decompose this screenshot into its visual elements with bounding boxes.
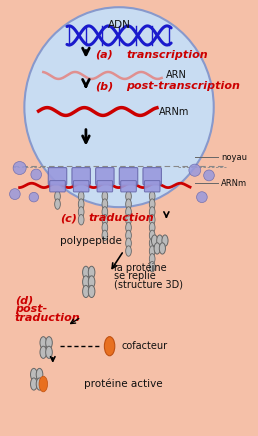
Circle shape (46, 337, 52, 349)
Ellipse shape (204, 170, 214, 181)
FancyBboxPatch shape (48, 167, 67, 185)
Text: (structure 3D): (structure 3D) (114, 279, 183, 290)
Circle shape (126, 191, 131, 201)
Text: (a): (a) (95, 50, 113, 60)
FancyBboxPatch shape (96, 167, 114, 185)
Circle shape (83, 266, 89, 279)
Circle shape (102, 230, 108, 241)
Circle shape (30, 378, 37, 390)
Text: transcription: transcription (126, 50, 208, 60)
Circle shape (149, 254, 155, 264)
Circle shape (102, 191, 108, 201)
Circle shape (39, 376, 47, 392)
Ellipse shape (10, 189, 20, 200)
Text: post-transcription: post-transcription (126, 81, 240, 91)
Circle shape (126, 207, 131, 217)
Text: traduction: traduction (15, 313, 80, 323)
FancyBboxPatch shape (72, 167, 90, 185)
FancyBboxPatch shape (121, 181, 136, 192)
Text: (b): (b) (95, 81, 114, 91)
Text: (c): (c) (60, 213, 77, 223)
Circle shape (149, 262, 155, 272)
Circle shape (78, 199, 84, 209)
Circle shape (46, 346, 52, 358)
Text: ARN: ARN (166, 71, 187, 81)
Ellipse shape (13, 161, 26, 174)
Circle shape (126, 199, 131, 209)
Circle shape (102, 222, 108, 233)
Circle shape (55, 191, 60, 201)
FancyBboxPatch shape (73, 181, 89, 192)
FancyBboxPatch shape (97, 181, 113, 192)
Circle shape (104, 337, 115, 356)
Circle shape (149, 191, 155, 201)
Circle shape (126, 230, 131, 241)
Circle shape (102, 199, 108, 209)
Circle shape (149, 199, 155, 209)
Ellipse shape (29, 192, 38, 202)
Circle shape (149, 238, 155, 249)
FancyBboxPatch shape (50, 181, 65, 192)
Ellipse shape (31, 169, 42, 180)
Text: se replie: se replie (114, 271, 156, 281)
Circle shape (154, 243, 160, 254)
Circle shape (55, 199, 60, 209)
Text: la protéine: la protéine (114, 263, 167, 273)
Text: (d): (d) (15, 296, 33, 306)
Text: protéine active: protéine active (84, 379, 162, 389)
Circle shape (83, 286, 89, 297)
Ellipse shape (197, 192, 207, 203)
Circle shape (126, 215, 131, 225)
FancyBboxPatch shape (144, 181, 160, 192)
Text: traduction: traduction (88, 213, 154, 223)
Text: ADN: ADN (108, 20, 131, 30)
Text: polypeptide: polypeptide (60, 235, 122, 245)
Circle shape (40, 337, 47, 349)
Circle shape (88, 286, 95, 297)
Ellipse shape (24, 7, 214, 207)
FancyBboxPatch shape (119, 167, 138, 185)
Circle shape (88, 276, 95, 288)
Circle shape (78, 207, 84, 217)
Text: post-: post- (15, 304, 47, 314)
Circle shape (40, 346, 47, 358)
Circle shape (126, 246, 131, 256)
Circle shape (36, 368, 43, 381)
Text: ARNm: ARNm (221, 179, 247, 188)
Circle shape (126, 238, 131, 249)
Circle shape (162, 235, 168, 246)
Circle shape (88, 266, 95, 279)
Circle shape (102, 215, 108, 225)
Circle shape (149, 230, 155, 241)
Circle shape (36, 378, 43, 390)
Circle shape (78, 191, 84, 201)
Circle shape (83, 276, 89, 288)
Circle shape (102, 207, 108, 217)
Circle shape (78, 215, 84, 225)
Circle shape (149, 222, 155, 233)
Circle shape (149, 246, 155, 256)
Circle shape (149, 207, 155, 217)
FancyBboxPatch shape (0, 0, 252, 436)
Text: noyau: noyau (221, 153, 247, 162)
Circle shape (30, 368, 37, 381)
Text: cofacteur: cofacteur (122, 341, 167, 351)
Ellipse shape (189, 164, 201, 176)
FancyBboxPatch shape (143, 167, 162, 185)
Circle shape (149, 215, 155, 225)
Circle shape (157, 235, 163, 246)
Circle shape (151, 235, 158, 246)
Circle shape (159, 243, 165, 254)
Text: ARNm: ARNm (159, 106, 190, 116)
Circle shape (126, 222, 131, 233)
